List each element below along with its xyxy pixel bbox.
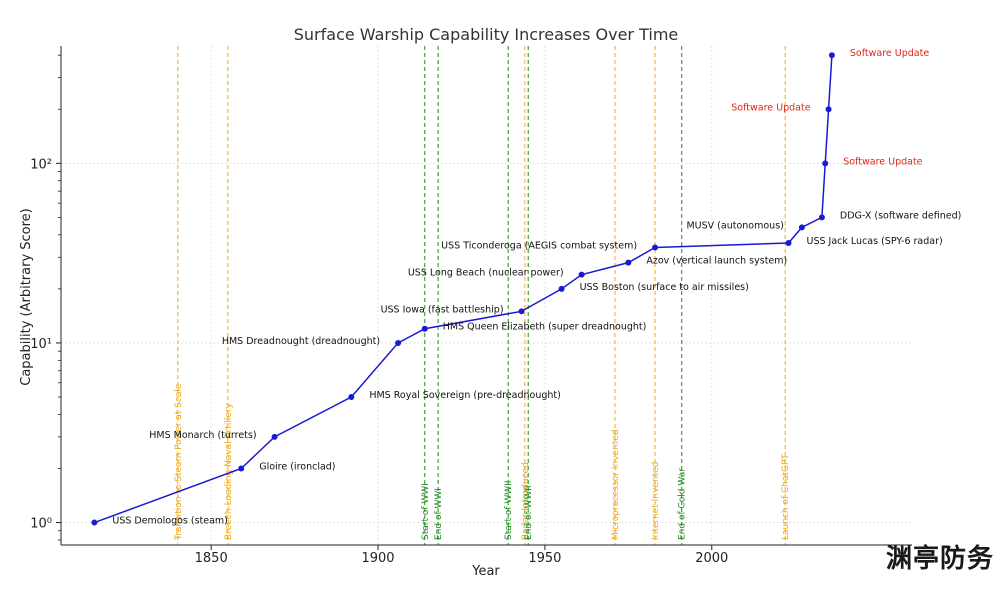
data-label: Azov (vertical launch system) (646, 256, 787, 267)
data-label: USS Boston (surface to air missiles) (580, 282, 749, 293)
data-label: Software Update (850, 48, 929, 59)
data-point (828, 52, 835, 59)
x-tick-label: 1850 (195, 551, 228, 566)
data-point (652, 244, 659, 251)
event-label: Microprocessor Invented (611, 429, 621, 540)
data-label: HMS Monarch (turrets) (149, 430, 256, 441)
x-tick-label: 2000 (695, 551, 728, 566)
data-point (395, 339, 402, 346)
event-label: End of Cold War (678, 468, 688, 540)
data-label: USS Demologos (steam) (112, 516, 228, 527)
data-label: HMS Dreadnought (dreadnought) (222, 336, 380, 347)
y-tick-label: 10¹ (30, 337, 52, 352)
data-point (558, 285, 565, 292)
series-line (91, 52, 835, 526)
data-point (421, 325, 428, 332)
event-label: Transition to Steam Power at Scale (174, 383, 184, 541)
x-tick-label: 1950 (528, 551, 561, 566)
event-label: Start of WWII (504, 481, 514, 541)
chart-title: Surface Warship Capability Increases Ove… (294, 25, 679, 44)
data-label: Software Update (843, 156, 922, 167)
data-label: Gloire (ironclad) (259, 461, 335, 472)
y-tick-label: 10⁰ (30, 517, 52, 532)
data-point (818, 214, 825, 221)
data-point (825, 106, 832, 113)
event-label: Internet Invented (651, 462, 661, 540)
event-label: Radar Introduced (521, 462, 531, 540)
data-label: MUSV (autonomous) (686, 220, 783, 231)
data-point (518, 308, 525, 315)
event-lines: Transition to Steam Power at Scale Breech… (174, 46, 791, 545)
watermark: 渊亭防务 (885, 544, 994, 574)
data-label: HMS Queen Elizabeth (super dreadnought) (443, 322, 647, 333)
data-label: USS Iowa (fast battleship) (381, 304, 504, 315)
point-labels: USS Demologos (steam) Gloire (ironclad) HM… (112, 48, 961, 526)
data-label: USS Jack Lucas (SPY-6 radar) (807, 236, 943, 247)
data-point (798, 224, 805, 231)
y-tick-label: 10² (30, 157, 52, 172)
grid-layer (61, 46, 912, 545)
data-label: DDG-X (software defined) (840, 210, 961, 221)
data-label: USS Ticonderoga (AEGIS combat system) (441, 240, 637, 251)
event-label: Launch of ChatGPT (781, 454, 791, 540)
event-label: Breech-Loading Naval Artillery (224, 402, 234, 540)
data-point (578, 271, 585, 278)
event-label: End of WWII (524, 485, 534, 540)
y-axis-label: Capability (Arbitrary Score) (19, 208, 34, 386)
event-label: Start of WWI (421, 483, 431, 540)
data-label: USS Long Beach (nuclear power) (408, 268, 564, 279)
data-point (348, 394, 355, 401)
data-label: Software Update (731, 102, 810, 113)
event-label: End of WWI (434, 488, 444, 540)
axes: 1850 1900 1950 2000 10⁰ 10¹ 10² (30, 46, 912, 566)
data-point (785, 240, 792, 247)
data-point (822, 160, 829, 167)
data-label: HMS Royal Sovereign (pre-dreadnought) (369, 390, 561, 401)
x-axis-label: Year (471, 564, 500, 579)
data-point (271, 433, 278, 440)
data-point (91, 519, 98, 526)
data-point (238, 465, 245, 472)
data-point (625, 259, 632, 266)
x-tick-label: 1900 (361, 551, 394, 566)
